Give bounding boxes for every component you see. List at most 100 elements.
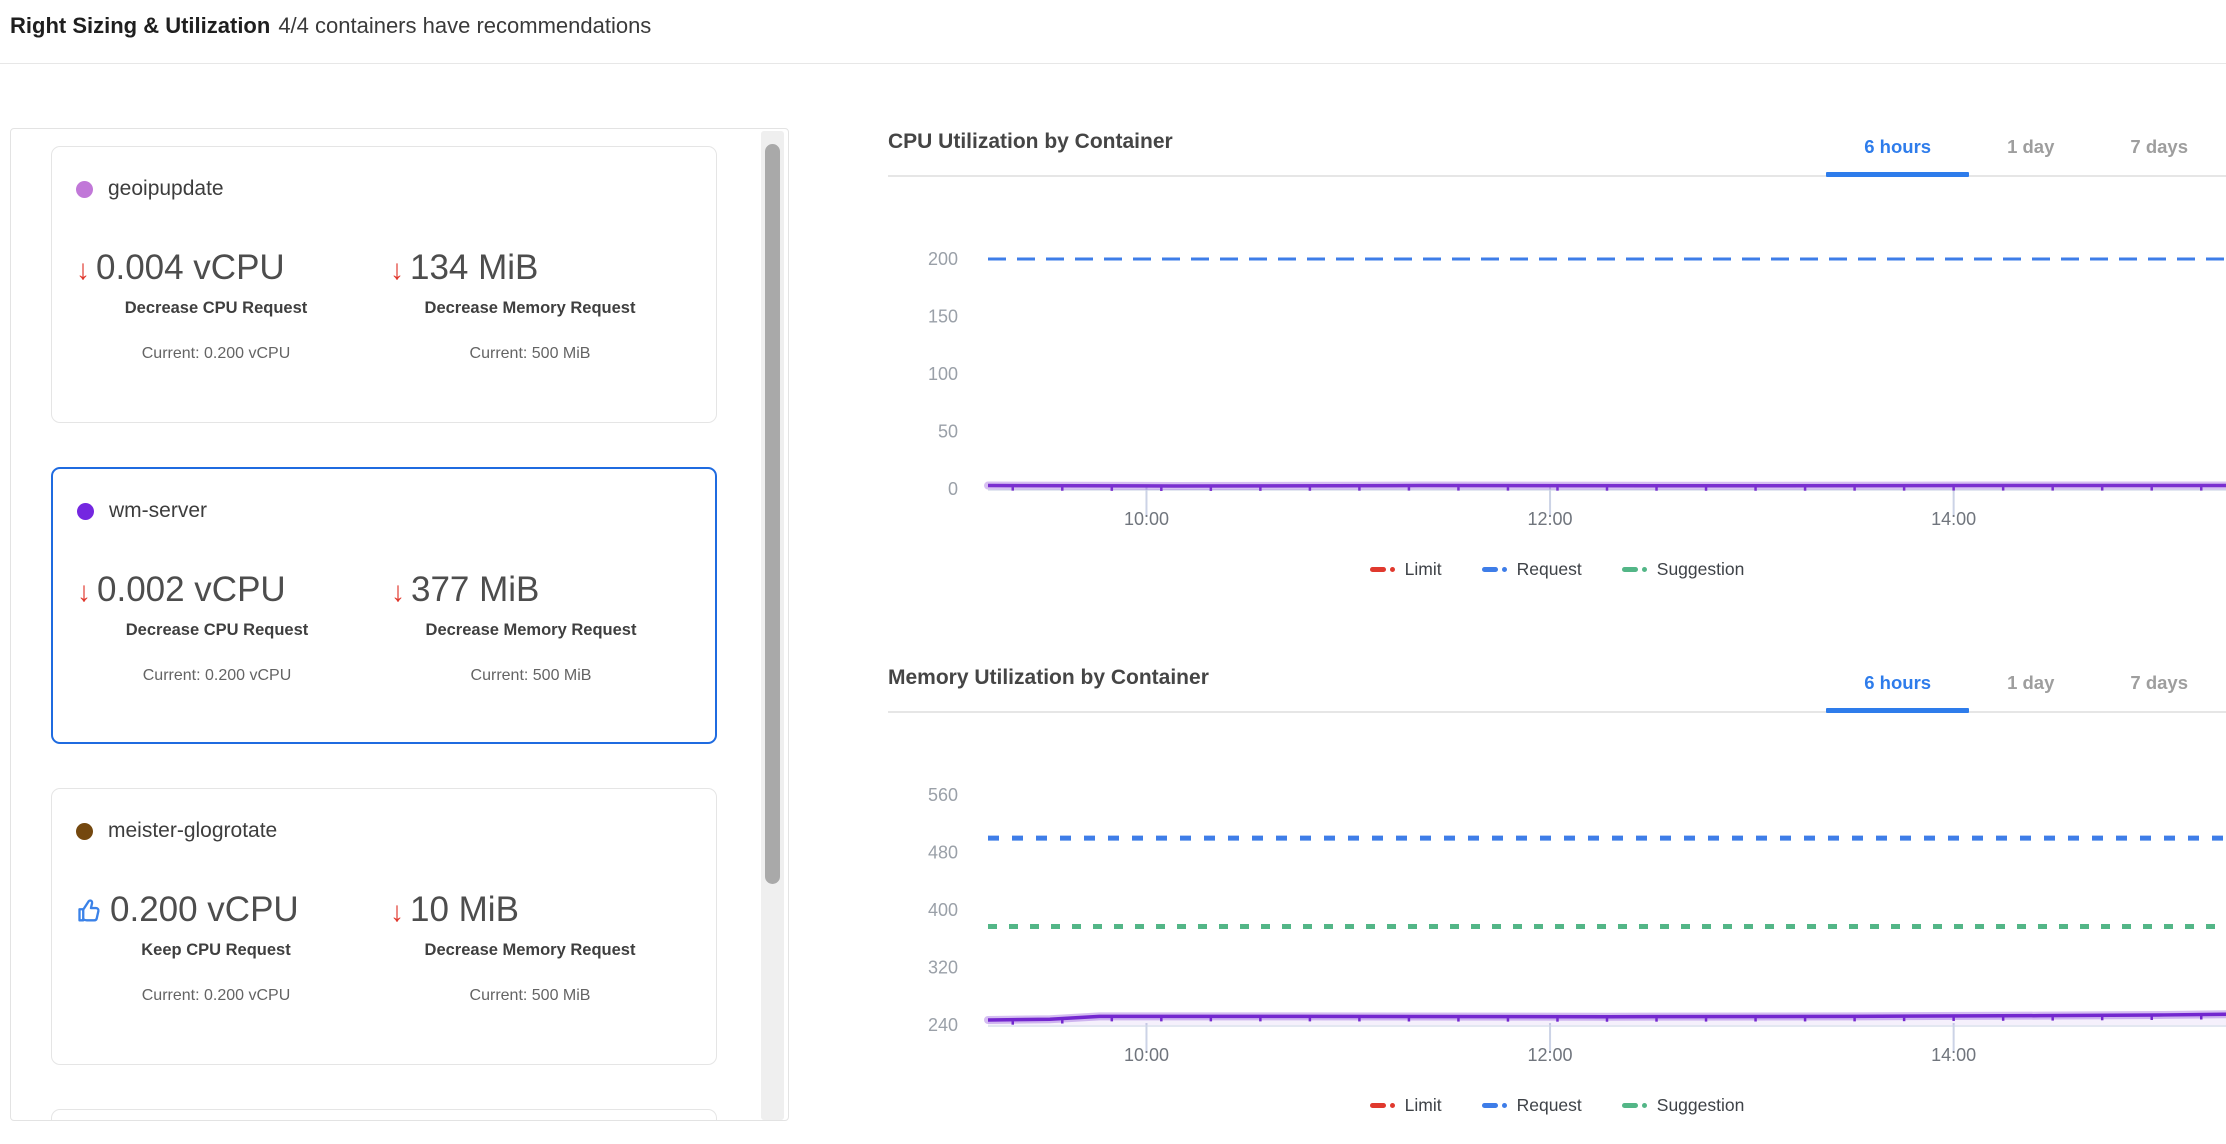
svg-text:400: 400 <box>928 900 958 920</box>
memory-action-label: Decrease Memory Request <box>424 299 636 317</box>
memory-value-row: ↓ 10 MiB <box>390 887 670 933</box>
legend-label: Limit <box>1404 1095 1442 1115</box>
chart-header: Memory Utilization by Container 6 hours 1 … <box>888 654 2226 713</box>
cpu-action-label: Decrease CPU Request <box>124 299 308 317</box>
tab-7-days[interactable]: 7 days <box>2130 136 2188 157</box>
svg-text:50: 50 <box>938 422 958 442</box>
container-name-row: geoipupdate <box>76 177 692 201</box>
legend-label: Limit <box>1404 559 1442 579</box>
svg-text:480: 480 <box>928 843 958 863</box>
chart-header: CPU Utilization by Container 6 hours 1 day… <box>888 118 2226 177</box>
cpu-value-row: ↓ 0.004 vCPU <box>76 245 356 291</box>
legend-item-suggestion: Suggestion <box>1621 1095 1745 1116</box>
metrics-row: ↓ 0.002 vCPU Decrease CPU Request Current: … <box>77 567 691 685</box>
memory-recommended-value: 10 MiB <box>410 890 519 929</box>
memory-recommendation: ↓ 134 MiB Decrease Memory Request Current: … <box>390 245 670 363</box>
svg-text:10:00: 10:00 <box>1124 509 1169 529</box>
legend-item-suggestion: Suggestion <box>1621 559 1745 580</box>
container-card-wm-server[interactable]: wm-server ↓ 0.002 vCPU Decrease CPU Request… <box>51 467 717 744</box>
container-card-meister-glogrotate[interactable]: meister-glogrotate 0.200 vCPU Keep CPU Req… <box>51 788 717 1065</box>
cpu-recommendation: 0.200 vCPU Keep CPU Request Current: 0.200… <box>76 887 356 1005</box>
request-dash-swatch-icon <box>1481 1103 1507 1108</box>
memory-chart-legend: Limit Request Suggestion <box>888 1095 2226 1116</box>
scrollbar-track[interactable] <box>761 131 784 1120</box>
svg-text:100: 100 <box>928 364 958 384</box>
container-cards: geoipupdate ↓ 0.004 vCPU Decrease CPU Reque… <box>51 146 717 1120</box>
cpu-recommended-value: 0.200 vCPU <box>110 890 299 929</box>
cpu-value-row: 0.200 vCPU <box>76 887 356 933</box>
cpu-chart-legend: Limit Request Suggestion <box>888 559 2226 580</box>
tab-1-day[interactable]: 1 day <box>2007 672 2055 693</box>
legend-label: Request <box>1516 559 1582 579</box>
container-name: geoipupdate <box>108 177 224 200</box>
cpu-recommended-value: 0.002 vCPU <box>97 570 286 609</box>
memory-current-value: Current: 500 MiB <box>469 345 591 362</box>
svg-text:0: 0 <box>948 479 958 499</box>
legend-item-limit: Limit <box>1369 1095 1442 1116</box>
memory-chart-title: Memory Utilization by Container <box>888 666 1209 689</box>
request-dash-swatch-icon <box>1481 567 1507 572</box>
cpu-current-value: Current: 0.200 vCPU <box>141 987 291 1004</box>
page-header: Right Sizing & Utilization 4/4 containers… <box>10 13 651 39</box>
container-color-dot <box>76 822 93 840</box>
svg-text:12:00: 12:00 <box>1528 1045 1573 1065</box>
container-card-partial[interactable] <box>51 1109 717 1120</box>
memory-chart-plot: 240 320 400 480 560 10:00 12:00 14:00 <box>928 785 2226 1065</box>
limit-dash-swatch-icon <box>1369 567 1395 572</box>
legend-label: Suggestion <box>1656 1095 1745 1115</box>
tab-1-day[interactable]: 1 day <box>2007 136 2055 157</box>
decrease-arrow-icon: ↓ <box>390 254 404 285</box>
suggestion-dash-swatch-icon <box>1621 567 1647 572</box>
legend-item-request: Request <box>1481 559 1582 580</box>
tab-6-hours[interactable]: 6 hours <box>1826 672 1969 713</box>
decrease-arrow-icon: ↓ <box>76 254 90 285</box>
container-name-row: wm-server <box>77 499 691 523</box>
memory-recommended-value: 134 MiB <box>410 248 539 287</box>
memory-current-value: Current: 500 MiB <box>470 667 592 684</box>
memory-current-value: Current: 500 MiB <box>469 987 591 1004</box>
thumbs-up-icon <box>78 899 100 922</box>
svg-text:14:00: 14:00 <box>1931 1045 1976 1065</box>
cpu-current-value: Current: 0.200 vCPU <box>141 345 291 362</box>
container-color-dot <box>76 180 93 198</box>
legend-item-request: Request <box>1481 1095 1582 1116</box>
memory-value-row: ↓ 134 MiB <box>390 245 670 291</box>
time-range-tabs: 6 hours 1 day 7 days <box>1826 136 2226 177</box>
memory-recommended-value: 377 MiB <box>411 570 540 609</box>
container-name-row: meister-glogrotate <box>76 819 692 843</box>
svg-text:240: 240 <box>928 1015 958 1035</box>
svg-text:150: 150 <box>928 307 958 327</box>
svg-text:560: 560 <box>928 785 958 805</box>
legend-label: Request <box>1516 1095 1582 1115</box>
svg-text:12:00: 12:00 <box>1528 509 1573 529</box>
limit-dash-swatch-icon <box>1369 1103 1395 1108</box>
scrollbar-thumb[interactable] <box>765 144 780 884</box>
memory-action-label: Decrease Memory Request <box>425 621 637 639</box>
container-card-geoipupdate[interactable]: geoipupdate ↓ 0.004 vCPU Decrease CPU Reque… <box>51 146 717 423</box>
legend-label: Suggestion <box>1656 559 1745 579</box>
cpu-recommendation: ↓ 0.002 vCPU Decrease CPU Request Current: … <box>77 567 357 685</box>
time-range-tabs: 6 hours 1 day 7 days <box>1826 672 2226 713</box>
cpu-action-label: Keep CPU Request <box>141 941 291 959</box>
cpu-chart-title: CPU Utilization by Container <box>888 130 1173 153</box>
page-title: Right Sizing & Utilization <box>10 13 271 38</box>
svg-text:14:00: 14:00 <box>1931 509 1976 529</box>
suggestion-dash-swatch-icon <box>1621 1103 1647 1108</box>
metrics-row: 0.200 vCPU Keep CPU Request Current: 0.200… <box>76 887 692 1005</box>
memory-recommendation: ↓ 10 MiB Decrease Memory Request Current: 5… <box>390 887 670 1005</box>
cpu-current-value: Current: 0.200 vCPU <box>142 667 292 684</box>
cpu-chart-plot: 0 50 100 150 200 10:00 12:00 14:00 <box>928 249 2226 529</box>
cpu-value-row: ↓ 0.002 vCPU <box>77 567 357 613</box>
decrease-arrow-icon: ↓ <box>390 896 404 927</box>
container-name: meister-glogrotate <box>108 819 278 842</box>
container-list-panel: geoipupdate ↓ 0.004 vCPU Decrease CPU Reque… <box>10 128 789 1121</box>
svg-text:10:00: 10:00 <box>1124 1045 1169 1065</box>
cpu-action-label: Decrease CPU Request <box>125 621 309 639</box>
tab-6-hours[interactable]: 6 hours <box>1826 136 1969 177</box>
memory-utilization-section: Memory Utilization by Container 6 hours 1 … <box>888 654 2226 1116</box>
container-name: wm-server <box>109 499 207 522</box>
header-divider <box>0 63 2226 64</box>
svg-text:320: 320 <box>928 958 958 978</box>
decrease-arrow-icon: ↓ <box>391 576 405 607</box>
tab-7-days[interactable]: 7 days <box>2130 672 2188 693</box>
